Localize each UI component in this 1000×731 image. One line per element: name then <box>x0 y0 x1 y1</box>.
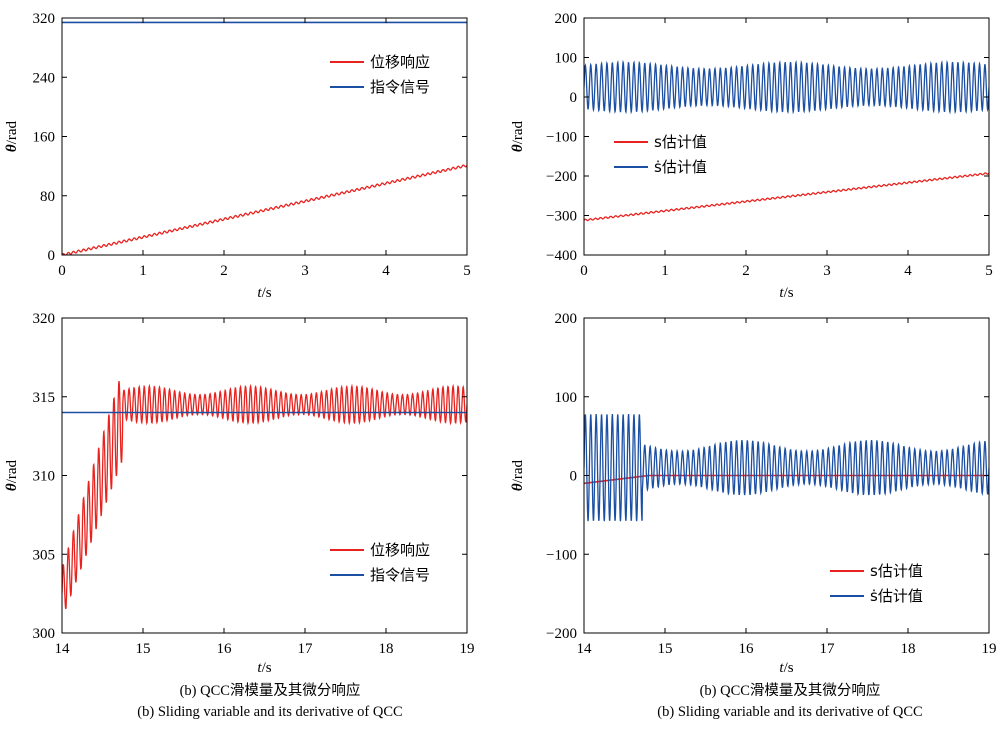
y-tick-label: 200 <box>555 11 578 27</box>
caption-left: (b) QCC滑模量及其微分响应 (b) Sliding variable an… <box>60 681 480 723</box>
x-axis-label: t/s <box>779 660 793 676</box>
x-tick-label: 19 <box>460 641 475 657</box>
y-tick-label: 200 <box>555 311 578 327</box>
legend-label: s估计值 <box>870 562 923 580</box>
x-tick-label: 14 <box>55 641 71 657</box>
y-tick-label: −400 <box>546 248 577 264</box>
y-tick-label: 305 <box>33 547 56 563</box>
x-tick-label: 4 <box>904 263 912 279</box>
y-axis-label: θ/rad <box>4 120 20 152</box>
x-tick-label: 4 <box>382 263 390 279</box>
x-axis-label: t/s <box>257 660 271 676</box>
legend-label: s估计值 <box>654 133 707 151</box>
y-tick-label: −200 <box>546 626 577 642</box>
x-axis-label: t/s <box>257 285 271 301</box>
x-tick-label: 2 <box>742 263 750 279</box>
legend-label: ṡ估计值 <box>654 158 707 176</box>
x-tick-label: 15 <box>136 641 151 657</box>
x-tick-label: 17 <box>820 641 836 657</box>
x-tick-label: 2 <box>220 263 228 279</box>
y-tick-label: 0 <box>570 90 578 106</box>
legend-label: 位移响应 <box>370 541 430 559</box>
y-tick-label: −200 <box>546 169 577 185</box>
legend-label: 位移响应 <box>370 53 430 71</box>
y-tick-label: 320 <box>33 311 56 327</box>
y-tick-label: 315 <box>33 390 56 406</box>
y-tick-label: 310 <box>33 469 56 485</box>
caption-right-cn: (b) QCC滑模量及其微分响应 <box>699 683 881 699</box>
y-tick-label: 300 <box>33 626 56 642</box>
plot-frame <box>61 317 468 634</box>
y-tick-label: 160 <box>33 130 56 146</box>
x-tick-label: 3 <box>823 263 831 279</box>
y-tick-label: −300 <box>546 209 577 225</box>
series-line-1 <box>62 164 467 255</box>
y-axis-label: θ/rad <box>4 459 20 491</box>
y-tick-label: 100 <box>555 390 578 406</box>
caption-right-en: (b) Sliding variable and its derivative … <box>657 704 923 720</box>
y-tick-label: −100 <box>546 547 577 563</box>
y-tick-label: 80 <box>40 189 55 205</box>
legend-label: 指令信号 <box>370 566 430 584</box>
x-tick-label: 1 <box>661 263 669 279</box>
caption-right: (b) QCC滑模量及其微分响应 (b) Sliding variable an… <box>580 681 1000 723</box>
caption-left-en: (b) Sliding variable and its derivative … <box>137 704 403 720</box>
x-tick-label: 19 <box>982 641 997 657</box>
y-axis-label: θ/rad <box>510 120 526 152</box>
x-tick-label: 14 <box>577 641 593 657</box>
series-line-2 <box>584 414 989 522</box>
x-tick-label: 0 <box>580 263 588 279</box>
y-tick-label: 320 <box>33 11 56 27</box>
caption-left-cn: (b) QCC滑模量及其微分响应 <box>179 683 361 699</box>
chart-bottom-right: 14 15 16 17 18 19 200 100 0 −100 −200 t/s θ/rad s估计值 ṡ… <box>510 311 997 676</box>
y-tick-label: −100 <box>546 130 577 146</box>
legend-label: 指令信号 <box>370 78 430 96</box>
x-tick-label: 18 <box>901 641 916 657</box>
chart-top-right: 0 1 2 3 4 5 200 100 0 −100 −200 −300 −400 t/s θ/rad s估计… <box>510 11 993 301</box>
y-tick-label: 240 <box>33 70 56 86</box>
series-line-1 <box>584 172 989 222</box>
x-tick-label: 3 <box>301 263 309 279</box>
y-tick-label: 100 <box>555 51 578 67</box>
x-tick-label: 5 <box>985 263 993 279</box>
x-axis-label: t/s <box>779 285 793 301</box>
y-tick-label: 0 <box>48 248 56 264</box>
x-tick-label: 16 <box>739 641 755 657</box>
y-tick-label: 0 <box>570 469 578 485</box>
y-axis-label: θ/rad <box>510 459 526 491</box>
x-tick-label: 1 <box>139 263 147 279</box>
series-line-2 <box>584 59 989 115</box>
x-tick-label: 5 <box>463 263 471 279</box>
x-tick-label: 17 <box>298 641 314 657</box>
x-tick-label: 15 <box>658 641 673 657</box>
chart-bottom-left: 14 15 16 17 18 19 300 305 310 315 320 t/s θ/rad 位移响应指… <box>4 311 475 676</box>
x-tick-label: 0 <box>58 263 66 279</box>
plot-frame <box>583 17 990 256</box>
x-tick-label: 18 <box>379 641 394 657</box>
x-tick-label: 16 <box>217 641 233 657</box>
legend-label: ṡ估计值 <box>870 587 923 605</box>
